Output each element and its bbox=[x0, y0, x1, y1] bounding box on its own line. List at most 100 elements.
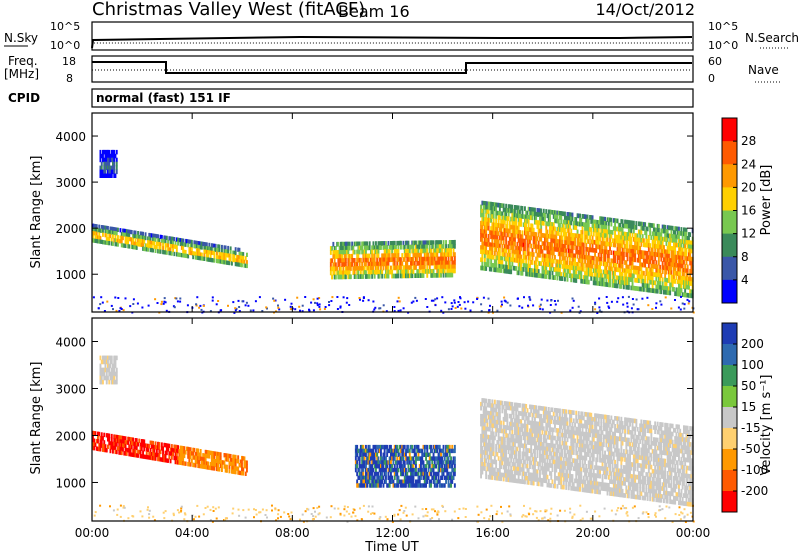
scatter-cell bbox=[586, 247, 589, 252]
scatter-cell bbox=[511, 229, 514, 234]
scatter-cell bbox=[378, 273, 381, 279]
scatter-cell bbox=[397, 245, 400, 250]
scatter-cell bbox=[594, 280, 596, 286]
scatter-cell bbox=[192, 455, 195, 460]
scatter-cell bbox=[541, 241, 544, 246]
scatter-cell bbox=[105, 149, 108, 155]
scatter-cell bbox=[180, 242, 183, 247]
scatter-cell bbox=[488, 201, 491, 207]
scatter-cell bbox=[361, 266, 364, 271]
scatter-cell bbox=[177, 456, 179, 461]
scatter-cell bbox=[380, 479, 382, 484]
scatter-cell bbox=[353, 262, 356, 267]
scatter-cell bbox=[184, 238, 187, 244]
scatter-cell bbox=[620, 235, 623, 241]
scatter-cell bbox=[490, 218, 493, 223]
scatter-cell bbox=[119, 435, 122, 440]
scatter-cell bbox=[570, 212, 573, 218]
scatter-cell bbox=[412, 257, 415, 262]
scatter-cell bbox=[490, 254, 493, 260]
scatter-cell bbox=[527, 219, 530, 224]
scatter-cell bbox=[502, 252, 505, 257]
scatter-cell bbox=[532, 207, 535, 213]
noise-cell bbox=[410, 301, 413, 304]
scatter-cell bbox=[447, 264, 450, 270]
scatter-cell bbox=[422, 265, 425, 270]
scatter-cell bbox=[366, 245, 369, 251]
scatter-cell bbox=[132, 448, 134, 454]
scatter-cell bbox=[423, 483, 426, 488]
scatter-cell bbox=[109, 230, 112, 235]
scatter-cell bbox=[453, 460, 456, 465]
scatter-cell bbox=[397, 265, 400, 271]
scatter-cell bbox=[391, 452, 394, 457]
scatter-cell bbox=[549, 270, 551, 276]
scatter-cell bbox=[129, 444, 132, 449]
scatter-cell bbox=[377, 464, 380, 469]
scatter-cell bbox=[519, 213, 521, 219]
scatter-cell bbox=[448, 240, 451, 245]
scatter-cell bbox=[636, 241, 639, 247]
scatter-cell bbox=[501, 260, 504, 265]
scatter-cell bbox=[614, 234, 616, 240]
scatter-cell bbox=[387, 261, 390, 267]
scatter-cell bbox=[388, 460, 391, 465]
scatter-cell bbox=[406, 475, 409, 480]
scatter-cell bbox=[666, 253, 669, 259]
scatter-cell bbox=[437, 475, 440, 480]
scatter-cell bbox=[172, 240, 174, 245]
scatter-cell bbox=[566, 220, 569, 225]
scatter-cell bbox=[581, 214, 584, 219]
scatter-cell bbox=[531, 215, 534, 221]
scatter-cell bbox=[589, 215, 591, 220]
scatter-cell bbox=[625, 264, 628, 270]
scatter-cell bbox=[428, 264, 431, 270]
noise-cell bbox=[301, 304, 304, 307]
scatter-cell bbox=[673, 262, 675, 268]
noise-cell bbox=[289, 305, 292, 308]
scatter-cell bbox=[137, 449, 139, 455]
scatter-cell bbox=[561, 251, 564, 257]
scatter-cell bbox=[629, 244, 631, 250]
scatter-cell bbox=[522, 214, 525, 219]
noise-cell bbox=[500, 300, 503, 303]
noise-cell bbox=[500, 305, 503, 308]
scatter-cell bbox=[629, 252, 631, 258]
scatter-cell bbox=[372, 452, 375, 457]
scatter-cell bbox=[221, 460, 223, 465]
scatter-cell bbox=[555, 259, 558, 264]
scatter-cell bbox=[113, 153, 116, 159]
scatter-cell bbox=[417, 269, 420, 274]
scatter-cell bbox=[650, 271, 653, 277]
scatter-cell bbox=[636, 257, 639, 263]
scatter-cell bbox=[105, 229, 108, 234]
scatter-cell bbox=[612, 262, 615, 268]
scatter-cell bbox=[427, 240, 430, 246]
scatter-cell bbox=[391, 253, 394, 258]
scatter-cell bbox=[197, 252, 200, 257]
scatter-cell bbox=[590, 276, 593, 281]
scatter-cell bbox=[671, 282, 674, 288]
scatter-cell bbox=[516, 254, 519, 259]
scatter-cell bbox=[387, 471, 390, 477]
scatter-cell bbox=[132, 241, 134, 246]
scatter-cell bbox=[402, 479, 405, 484]
scatter-cell bbox=[226, 457, 228, 462]
scatter-cell bbox=[599, 273, 601, 278]
scatter-cell bbox=[442, 268, 445, 274]
scatter-cell bbox=[448, 448, 451, 454]
scatter-cell bbox=[514, 241, 516, 247]
scatter-cell bbox=[559, 239, 561, 245]
scatter-cell bbox=[483, 406, 486, 411]
scatter-cell bbox=[108, 157, 111, 163]
scatter-cell bbox=[395, 265, 397, 271]
scatter-cell bbox=[104, 355, 107, 361]
scatter-cell bbox=[621, 268, 624, 273]
scatter-cell bbox=[193, 240, 196, 245]
scatter-cell bbox=[453, 256, 456, 261]
scatter-cell bbox=[103, 359, 106, 365]
scatter-cell bbox=[351, 262, 354, 267]
scatter-cell bbox=[109, 157, 112, 163]
scatter-cell bbox=[224, 468, 227, 473]
scatter-cell bbox=[515, 217, 518, 223]
